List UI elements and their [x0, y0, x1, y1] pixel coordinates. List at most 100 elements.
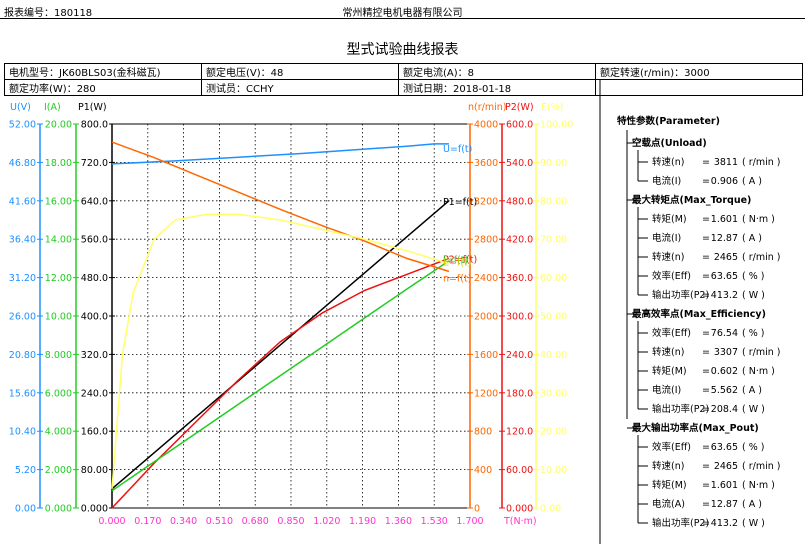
param-row-unit: ( N·m ) [742, 366, 775, 377]
param-row-value: 0.602 [711, 366, 738, 377]
tick-label-eff: 70.00 [540, 235, 567, 246]
param-row-value: 208.4 [711, 404, 738, 415]
param-row-unit: ( r/min ) [742, 252, 780, 263]
tick-label-n: 400 [474, 465, 492, 476]
tick-label-eff: 40.00 [540, 350, 567, 361]
param-row-unit: ( r/min ) [742, 461, 780, 472]
param-row-value: 63.65 [711, 271, 738, 282]
x-tick-label: 0.680 [242, 516, 269, 527]
tick-label-n: 3600 [474, 158, 498, 169]
param-row-value: 3307 [714, 347, 738, 358]
param-row-value: 413.2 [711, 290, 738, 301]
tick-label-p1: 400.0 [81, 312, 108, 323]
info-empty [595, 79, 803, 96]
param-row-value: 2465 [714, 461, 738, 472]
tick-label-eff: 20.00 [540, 427, 567, 438]
x-tick-label: 1.700 [456, 516, 483, 527]
tick-label-eff: 90.00 [540, 158, 567, 169]
param-group-title: 空载点(Unload) [632, 137, 707, 149]
param-row-label: 电流(I) [652, 175, 681, 187]
param-row-equals: = [702, 480, 710, 491]
motor-info-table: 电机型号：JK60BLS03(金科磁瓦) 额定电压(V)：48 额定电流(A)：… [4, 63, 803, 96]
x-tick-label: 1.190 [349, 516, 376, 527]
param-row-equals: = [702, 518, 710, 529]
tick-label-p1: 480.0 [81, 273, 108, 284]
tick-label-u: 36.40 [9, 235, 36, 246]
tick-label-n: 2400 [474, 273, 498, 284]
param-row-value: 76.54 [711, 328, 738, 339]
param-row-equals: = [702, 499, 710, 510]
x-tick-label: 0.850 [277, 516, 304, 527]
tick-label-n: 1600 [474, 350, 498, 361]
tick-label-n: 2000 [474, 312, 498, 323]
param-row-label: 效率(Eff) [652, 441, 691, 453]
param-row-label: 效率(Eff) [652, 270, 691, 282]
param-row-equals: = [702, 214, 710, 225]
param-row-equals: = [702, 347, 710, 358]
tick-label-u: 0.00 [15, 504, 36, 515]
tick-label-p1: 320.0 [81, 350, 108, 361]
x-tick-label: 1.530 [421, 516, 448, 527]
info-test-date: 测试日期：2018-01-18 [398, 79, 596, 96]
param-row-value: 413.2 [711, 518, 738, 529]
axis-title-p2: P2(W) [505, 102, 534, 113]
axis-title-n: n(r/min) [468, 102, 506, 113]
param-row-value: 12.87 [711, 499, 738, 510]
tick-label-eff: 60.00 [540, 273, 567, 284]
tick-label-p1: 640.0 [81, 196, 108, 207]
param-row-equals: = [702, 157, 710, 168]
series-label-eff: E=f(t) [443, 258, 471, 269]
tick-label-i: 0.000 [45, 504, 72, 515]
x-tick-label: 0.170 [134, 516, 161, 527]
tick-label-u: 52.00 [9, 120, 36, 131]
tick-label-n: 2800 [474, 235, 498, 246]
param-row-equals: = [702, 404, 710, 415]
param-row-equals: = [702, 461, 710, 472]
series-line-i [111, 260, 450, 492]
tick-label-p2: 360.0 [506, 273, 533, 284]
tick-label-p2: 480.0 [506, 196, 533, 207]
param-row-unit: ( r/min ) [742, 157, 780, 168]
param-row-unit: ( W ) [742, 518, 765, 529]
axis-title-p1: P1(W) [78, 102, 107, 113]
series-label-n: n=f(t) [443, 273, 471, 284]
tick-label-p2: 180.0 [506, 388, 533, 399]
tick-label-p2: 120.0 [506, 427, 533, 438]
param-row-unit: ( % ) [742, 271, 764, 282]
x-tick-label: 1.020 [313, 516, 340, 527]
param-row-label: 转速(n) [652, 460, 684, 472]
series-label-u: U=f(t) [443, 144, 472, 155]
param-row-equals: = [702, 252, 710, 263]
param-row-value: 12.87 [711, 233, 738, 244]
tick-label-i: 4.000 [45, 427, 72, 438]
series-label-p1: P1=f(t) [443, 197, 477, 208]
tick-label-u: 46.80 [9, 158, 36, 169]
tick-label-p1: 160.0 [81, 427, 108, 438]
tick-label-n: 3200 [474, 196, 498, 207]
series-label-p2: P2=f(t) [443, 254, 477, 265]
param-row-label: 输出功率(P2) [652, 289, 709, 301]
info-rated-power: 额定功率(W)：280 [4, 79, 202, 96]
param-row-value: 1.601 [711, 214, 738, 225]
param-row-label: 转矩(M) [652, 365, 687, 377]
param-row-equals: = [702, 442, 710, 453]
param-row-equals: = [702, 290, 710, 301]
report-topline: 报表编号：180118 常州精控电机电器有限公司 [0, 0, 805, 19]
param-row-equals: = [702, 366, 710, 377]
axis-title-i: I(A) [44, 102, 61, 113]
param-group-title: 最大输出功率点(Max_Pout) [632, 422, 759, 434]
tick-label-eff: 30.00 [540, 388, 567, 399]
tick-label-p2: 240.0 [506, 350, 533, 361]
axis-title-eff: E(%) [541, 102, 563, 113]
param-row-label: 效率(Eff) [652, 327, 691, 339]
x-tick-label: 0.000 [98, 516, 125, 527]
tick-label-p1: 0.000 [81, 504, 108, 515]
param-row-unit: ( A ) [742, 499, 762, 510]
tick-label-i: 6.000 [45, 388, 72, 399]
param-row-label: 转矩(M) [652, 213, 687, 225]
param-row-value: 63.65 [711, 442, 738, 453]
tick-label-i: 14.00 [45, 235, 72, 246]
tick-label-i: 16.00 [45, 196, 72, 207]
param-row-value: 3811 [714, 157, 738, 168]
